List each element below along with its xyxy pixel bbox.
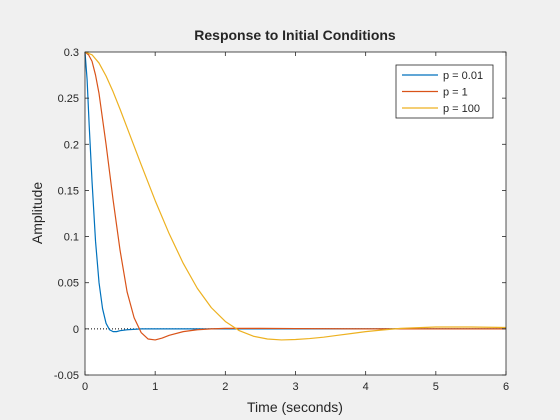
x-tick-label: 0 [82, 381, 88, 393]
series-line-2 [84, 51, 506, 341]
y-tick-label: 0.15 [58, 185, 79, 197]
series-line-3 [84, 51, 507, 341]
x-axis-label: Time (seconds) [247, 399, 343, 415]
y-tick-label: 0 [73, 324, 79, 336]
y-axis-label: Amplitude [29, 182, 45, 244]
legend-label-3: p = 100 [443, 103, 480, 115]
legend-label-1: p = 0.01 [443, 70, 483, 82]
x-tick-label: 1 [152, 381, 158, 393]
x-tick-label: 2 [222, 381, 228, 393]
legend-label-2: p = 1 [443, 87, 468, 99]
y-tick-label: 0.1 [64, 232, 79, 244]
x-tick-label: 5 [433, 381, 439, 393]
y-tick-label: 0.05 [58, 278, 79, 290]
y-tick-label: 0.25 [58, 93, 79, 105]
y-tick-label: -0.05 [54, 370, 79, 382]
x-tick-label: 6 [503, 381, 509, 393]
y-tick-label: 0.3 [64, 47, 79, 59]
chart-title: Response to Initial Conditions [194, 27, 396, 43]
y-tick-label: 0.2 [64, 139, 79, 151]
x-tick-label: 3 [292, 381, 298, 393]
x-tick-label: 4 [363, 381, 369, 393]
